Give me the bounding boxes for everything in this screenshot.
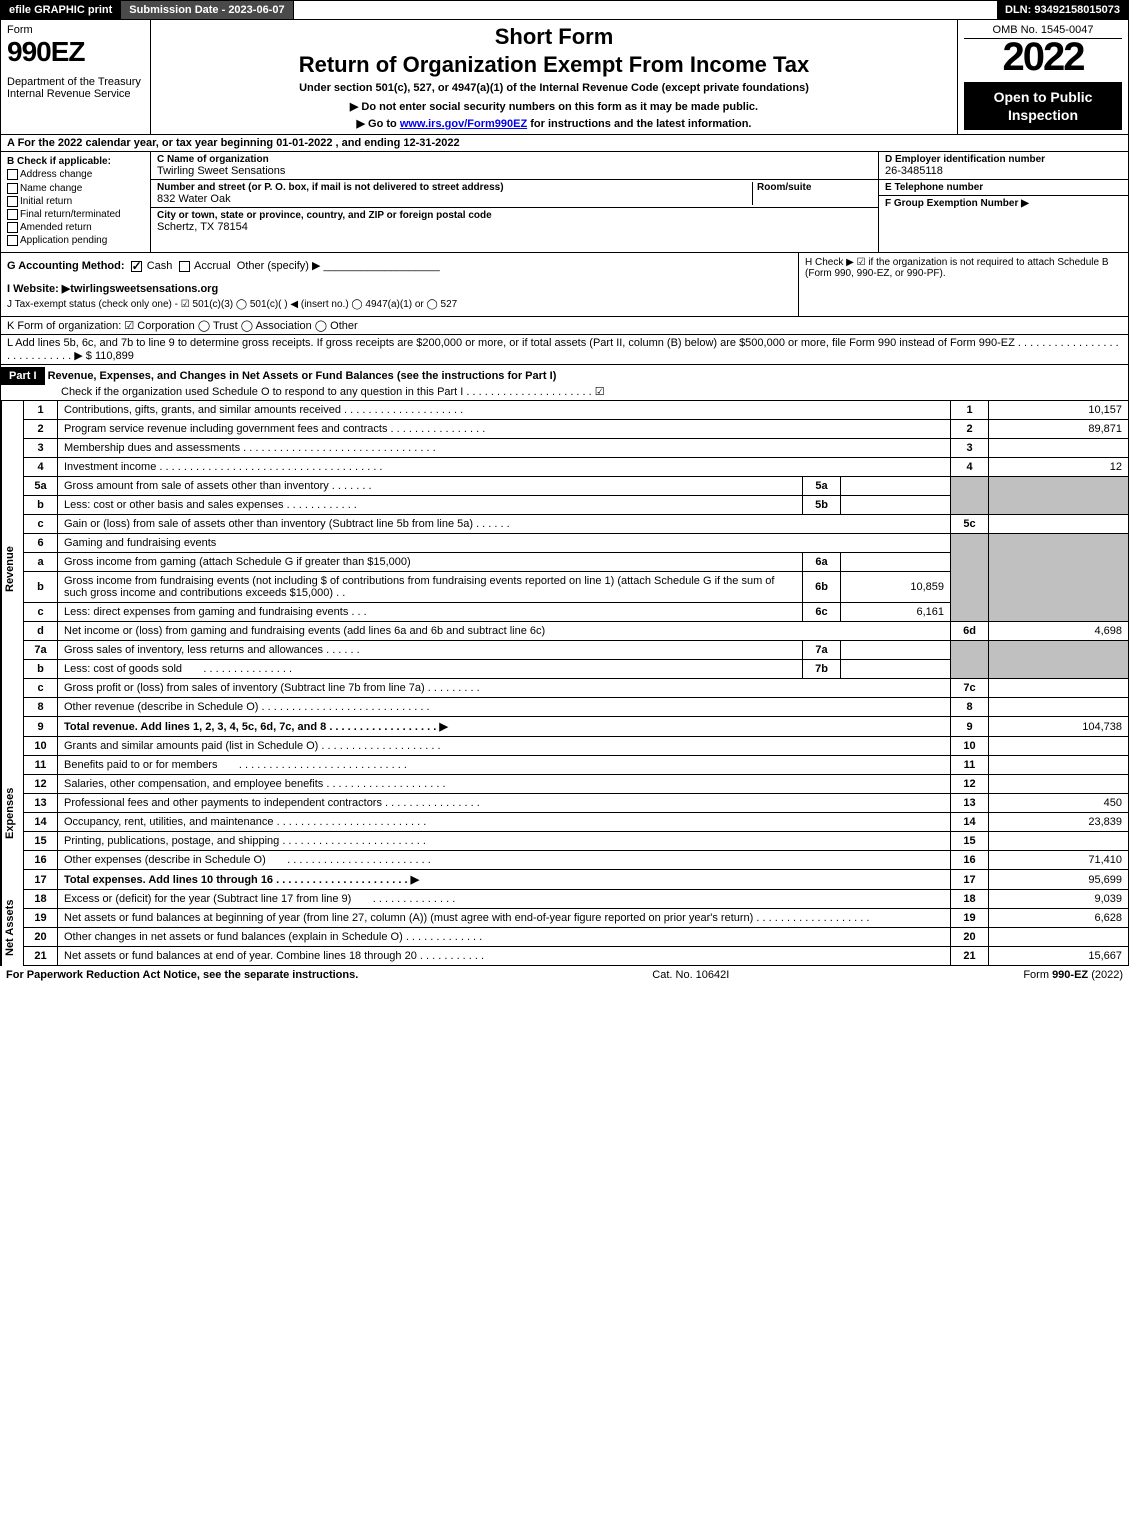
line-20: 20Other changes in net assets or fund ba… (24, 928, 1129, 947)
row-gh: G Accounting Method: Cash Accrual Other … (0, 253, 1129, 317)
row-i-website: I Website: ▶twirlingsweetsensations.org (7, 282, 792, 295)
check-cash[interactable] (131, 261, 142, 272)
revenue-section: Revenue 1Contributions, gifts, grants, a… (0, 401, 1129, 737)
line-13: 13Professional fees and other payments t… (24, 794, 1129, 813)
row-h-schedule-b: H Check ▶ ☑ if the organization is not r… (798, 253, 1128, 316)
short-form-label: Short Form (159, 24, 949, 50)
line-7c: cGross profit or (loss) from sales of in… (24, 679, 1129, 698)
header-right: OMB No. 1545-0047 2022 Open to Public In… (958, 20, 1128, 134)
line-8: 8Other revenue (describe in Schedule O) … (24, 698, 1129, 717)
open-to-public: Open to Public Inspection (964, 82, 1122, 130)
footer-form-ref: Form 990-EZ (2022) (1023, 969, 1123, 981)
top-spacer (294, 1, 997, 19)
line-5a: 5aGross amount from sale of assets other… (24, 477, 1129, 496)
ein-value: 26-3485118 (885, 165, 1122, 177)
ein-label: D Employer identification number (885, 154, 1122, 165)
accounting-method: G Accounting Method: Cash Accrual Other … (1, 253, 798, 316)
expenses-side-label: Expenses (1, 737, 23, 890)
footer-left: For Paperwork Reduction Act Notice, see … (6, 969, 358, 981)
line-6d: dNet income or (loss) from gaming and fu… (24, 622, 1129, 641)
tax-year: 2022 (964, 35, 1122, 80)
header-subtitle-1: Under section 501(c), 527, or 4947(a)(1)… (159, 82, 949, 94)
row-k-form-of-org: K Form of organization: ☑ Corporation ◯ … (0, 317, 1129, 335)
expenses-section: Expenses 10Grants and similar amounts pa… (0, 737, 1129, 890)
section-def: D Employer identification number 26-3485… (878, 152, 1128, 252)
line-15: 15Printing, publications, postage, and s… (24, 832, 1129, 851)
check-final-return[interactable]: Final return/terminated (7, 209, 144, 220)
expenses-table: 10Grants and similar amounts paid (list … (23, 737, 1129, 890)
part-1-check: Check if the organization used Schedule … (1, 386, 605, 398)
page-footer: For Paperwork Reduction Act Notice, see … (0, 966, 1129, 984)
footer-cat-no: Cat. No. 10642I (652, 969, 729, 981)
check-initial-return[interactable]: Initial return (7, 196, 144, 207)
address-label: Number and street (or P. O. box, if mail… (157, 182, 752, 193)
header-center: Short Form Return of Organization Exempt… (151, 20, 958, 134)
line-1: 1Contributions, gifts, grants, and simil… (24, 401, 1129, 420)
net-assets-section: Net Assets 18Excess or (deficit) for the… (0, 890, 1129, 966)
line-21: 21Net assets or fund balances at end of … (24, 947, 1129, 966)
group-exemption-label: F Group Exemption Number ▶ (885, 198, 1122, 209)
line-16: 16Other expenses (describe in Schedule O… (24, 851, 1129, 870)
row-a-tax-year: A For the 2022 calendar year, or tax yea… (0, 135, 1129, 152)
line-4: 4Investment income . . . . . . . . . . .… (24, 458, 1129, 477)
net-assets-table: 18Excess or (deficit) for the year (Subt… (23, 890, 1129, 966)
line-3: 3Membership dues and assessments . . . .… (24, 439, 1129, 458)
form-word: Form (7, 24, 144, 36)
irs-link[interactable]: www.irs.gov/Form990EZ (400, 118, 527, 130)
section-b: B Check if applicable: Address change Na… (1, 152, 151, 252)
city-label: City or town, state or province, country… (157, 210, 492, 221)
check-amended-return[interactable]: Amended return (7, 222, 144, 233)
line-12: 12Salaries, other compensation, and empl… (24, 775, 1129, 794)
check-name-change[interactable]: Name change (7, 183, 144, 194)
part-1-label: Part I (1, 367, 45, 385)
line-6: 6Gaming and fundraising events (24, 534, 1129, 553)
check-application-pending[interactable]: Application pending (7, 235, 144, 246)
net-assets-side-label: Net Assets (1, 890, 23, 966)
form-number: 990EZ (7, 36, 144, 68)
section-c: C Name of organization Twirling Sweet Se… (151, 152, 878, 252)
header-subtitle-3: ▶ Go to www.irs.gov/Form990EZ for instru… (159, 117, 949, 130)
org-name: Twirling Sweet Sensations (157, 165, 872, 177)
line-19: 19Net assets or fund balances at beginni… (24, 909, 1129, 928)
form-header: Form 990EZ Department of the Treasury In… (0, 20, 1129, 135)
line-18: 18Excess or (deficit) for the year (Subt… (24, 890, 1129, 909)
part-1-header: Part I Revenue, Expenses, and Changes in… (0, 365, 1129, 401)
line-10: 10Grants and similar amounts paid (list … (24, 737, 1129, 756)
revenue-side-label: Revenue (1, 401, 23, 737)
line-2: 2Program service revenue including gover… (24, 420, 1129, 439)
telephone-label: E Telephone number (885, 182, 1122, 193)
city-value: Schertz, TX 78154 (157, 221, 492, 233)
line-5c: cGain or (loss) from sale of assets othe… (24, 515, 1129, 534)
line-14: 14Occupancy, rent, utilities, and mainte… (24, 813, 1129, 832)
address-value: 832 Water Oak (157, 193, 752, 205)
row-j-tax-exempt: J Tax-exempt status (check only one) - ☑… (7, 299, 792, 310)
section-b-header: B Check if applicable: (7, 156, 144, 167)
header-left: Form 990EZ Department of the Treasury In… (1, 20, 151, 134)
top-bar: efile GRAPHIC print Submission Date - 20… (0, 0, 1129, 20)
department-label: Department of the Treasury Internal Reve… (7, 76, 144, 100)
line-17: 17Total expenses. Add lines 10 through 1… (24, 870, 1129, 890)
return-title: Return of Organization Exempt From Incom… (159, 52, 949, 78)
dln-label: DLN: 93492158015073 (997, 1, 1128, 19)
gross-receipts-value: 110,899 (95, 350, 134, 362)
submission-date: Submission Date - 2023-06-07 (121, 1, 293, 19)
section-bcdef: B Check if applicable: Address change Na… (0, 152, 1129, 253)
line-7a: 7aGross sales of inventory, less returns… (24, 641, 1129, 660)
efile-label[interactable]: efile GRAPHIC print (1, 1, 121, 19)
revenue-table: 1Contributions, gifts, grants, and simil… (23, 401, 1129, 737)
line-11: 11Benefits paid to or for members . . . … (24, 756, 1129, 775)
part-1-title: Revenue, Expenses, and Changes in Net As… (48, 370, 557, 382)
header-subtitle-2: ▶ Do not enter social security numbers o… (159, 100, 949, 113)
row-l-gross-receipts: L Add lines 5b, 6c, and 7b to line 9 to … (0, 335, 1129, 365)
room-label: Room/suite (757, 182, 872, 193)
line-9: 9Total revenue. Add lines 1, 2, 3, 4, 5c… (24, 717, 1129, 737)
check-address-change[interactable]: Address change (7, 169, 144, 180)
check-accrual[interactable] (179, 261, 190, 272)
org-name-label: C Name of organization (157, 154, 872, 165)
